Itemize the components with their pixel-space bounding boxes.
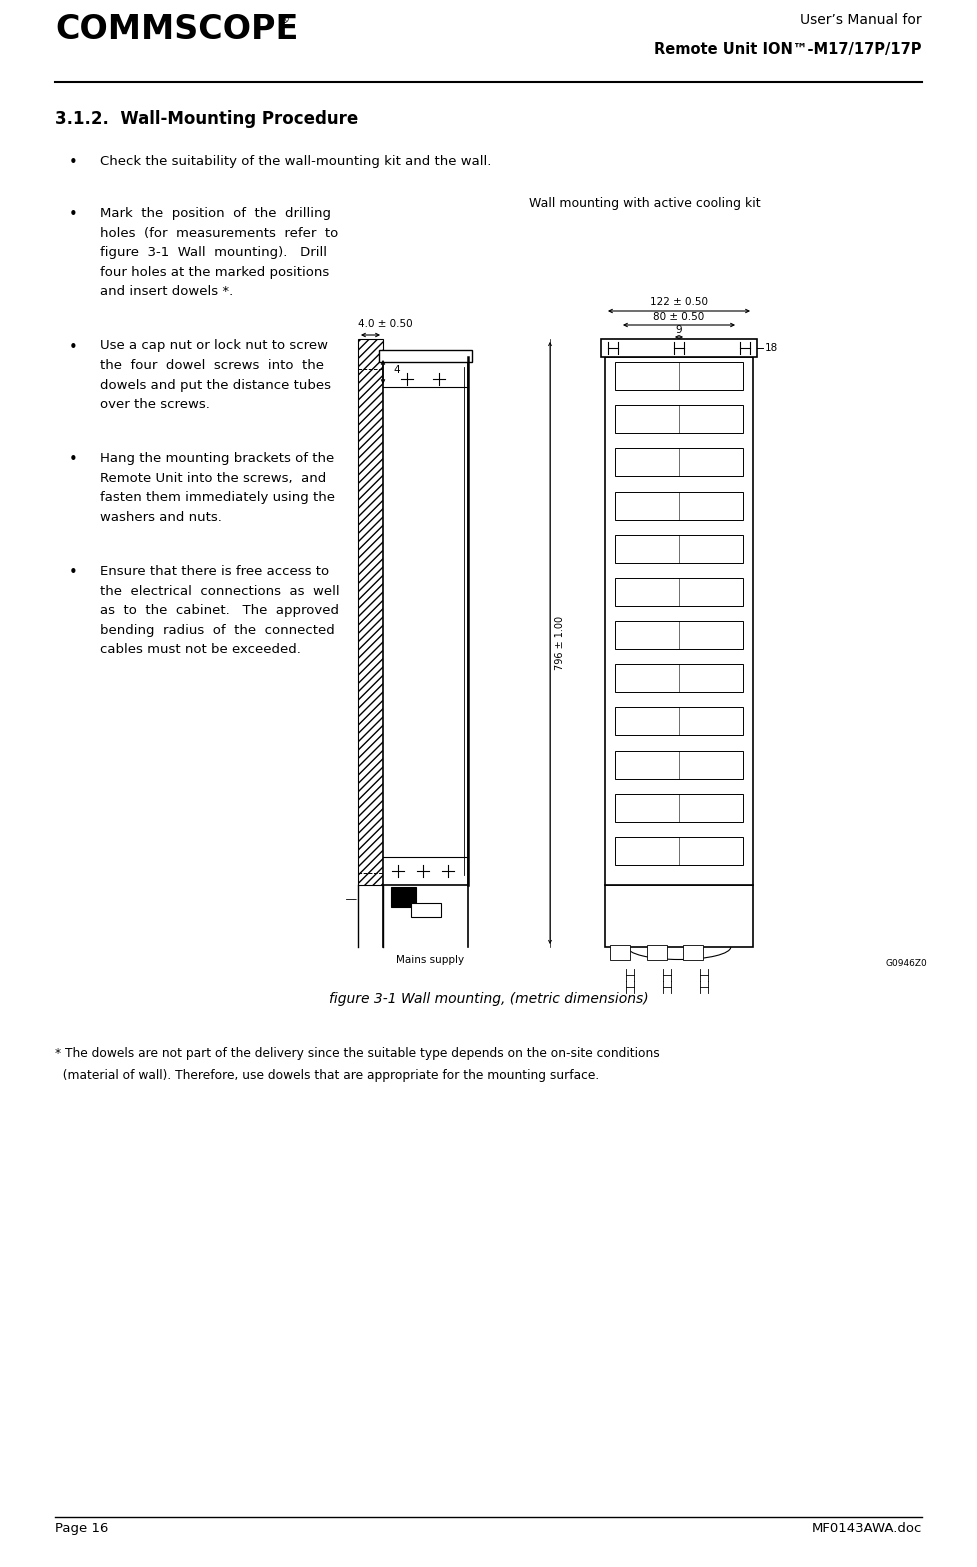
Bar — [379, 349, 472, 362]
Text: over the screws.: over the screws. — [100, 398, 210, 411]
Text: figure 3-1 Wall mounting, (metric dimensions): figure 3-1 Wall mounting, (metric dimens… — [328, 992, 649, 1006]
Bar — [615, 578, 743, 606]
Text: •: • — [68, 207, 77, 223]
Text: the  four  dowel  screws  into  the: the four dowel screws into the — [100, 359, 324, 371]
Text: and insert dowels *.: and insert dowels *. — [100, 285, 234, 298]
Text: •: • — [68, 566, 77, 580]
Text: 3.1.2.  Wall-Mounting Procedure: 3.1.2. Wall-Mounting Procedure — [55, 110, 359, 128]
Bar — [391, 887, 416, 907]
Text: 9: 9 — [676, 324, 682, 335]
Text: washers and nuts.: washers and nuts. — [100, 511, 222, 523]
Bar — [615, 534, 743, 563]
Text: fasten them immediately using the: fasten them immediately using the — [100, 492, 335, 505]
Text: Page 16: Page 16 — [55, 1522, 108, 1536]
Text: MF0143AWA.doc: MF0143AWA.doc — [812, 1522, 922, 1536]
Bar — [615, 751, 743, 779]
Text: Ensure that there is free access to: Ensure that there is free access to — [100, 566, 329, 578]
Text: Check the suitability of the wall-mounting kit and the wall.: Check the suitability of the wall-mounti… — [100, 155, 491, 168]
Bar — [610, 945, 630, 961]
Text: Remote Unit into the screws,  and: Remote Unit into the screws, and — [100, 472, 326, 486]
Text: 4: 4 — [393, 365, 400, 375]
Text: as  to  the  cabinet.   The  approved: as to the cabinet. The approved — [100, 605, 339, 617]
Bar — [411, 903, 441, 917]
Text: Wall mounting with active cooling kit: Wall mounting with active cooling kit — [530, 197, 761, 210]
Bar — [615, 793, 743, 821]
Bar — [683, 945, 703, 961]
Bar — [615, 837, 743, 865]
Text: 80 ± 0.50: 80 ± 0.50 — [654, 312, 704, 321]
Text: 18: 18 — [765, 343, 779, 353]
Text: •: • — [68, 155, 77, 169]
Bar — [605, 885, 753, 946]
Bar — [615, 707, 743, 735]
Text: COMMSCOPE: COMMSCOPE — [55, 13, 298, 45]
Text: 122 ± 0.50: 122 ± 0.50 — [650, 298, 708, 307]
Text: * The dowels are not part of the delivery since the suitable type depends on the: * The dowels are not part of the deliver… — [55, 1047, 659, 1059]
Text: •: • — [68, 453, 77, 467]
Bar — [615, 664, 743, 693]
Text: bending  radius  of  the  connected: bending radius of the connected — [100, 624, 335, 638]
Text: G0946Z0: G0946Z0 — [885, 959, 927, 968]
Bar — [615, 448, 743, 476]
Text: figure  3-1  Wall  mounting).   Drill: figure 3-1 Wall mounting). Drill — [100, 246, 327, 259]
Bar — [615, 406, 743, 432]
Bar — [615, 362, 743, 390]
Text: 4.0 ± 0.50: 4.0 ± 0.50 — [358, 320, 412, 329]
Text: Mains supply: Mains supply — [397, 954, 464, 965]
Text: Remote Unit ION™-M17/17P/17P: Remote Unit ION™-M17/17P/17P — [655, 42, 922, 56]
Text: ®: ® — [277, 13, 289, 27]
Bar — [615, 492, 743, 520]
Bar — [605, 357, 753, 885]
Bar — [358, 338, 383, 885]
Text: •: • — [68, 340, 77, 354]
Text: the  electrical  connections  as  well: the electrical connections as well — [100, 584, 340, 599]
Bar — [615, 621, 743, 649]
Text: cables must not be exceeded.: cables must not be exceeded. — [100, 644, 301, 657]
Text: holes  (for  measurements  refer  to: holes (for measurements refer to — [100, 227, 338, 240]
Text: Hang the mounting brackets of the: Hang the mounting brackets of the — [100, 453, 334, 465]
Text: 796 ± 1.00: 796 ± 1.00 — [555, 616, 565, 671]
Bar — [647, 945, 667, 961]
Text: (material of wall). Therefore, use dowels that are appropriate for the mounting : (material of wall). Therefore, use dowel… — [55, 1069, 599, 1081]
Text: Mark  the  position  of  the  drilling: Mark the position of the drilling — [100, 207, 331, 219]
Bar — [383, 357, 468, 885]
Text: User’s Manual for: User’s Manual for — [800, 13, 922, 27]
Text: dowels and put the distance tubes: dowels and put the distance tubes — [100, 379, 331, 392]
Text: Use a cap nut or lock nut to screw: Use a cap nut or lock nut to screw — [100, 340, 328, 353]
Bar — [601, 338, 757, 357]
Text: four holes at the marked positions: four holes at the marked positions — [100, 265, 329, 279]
